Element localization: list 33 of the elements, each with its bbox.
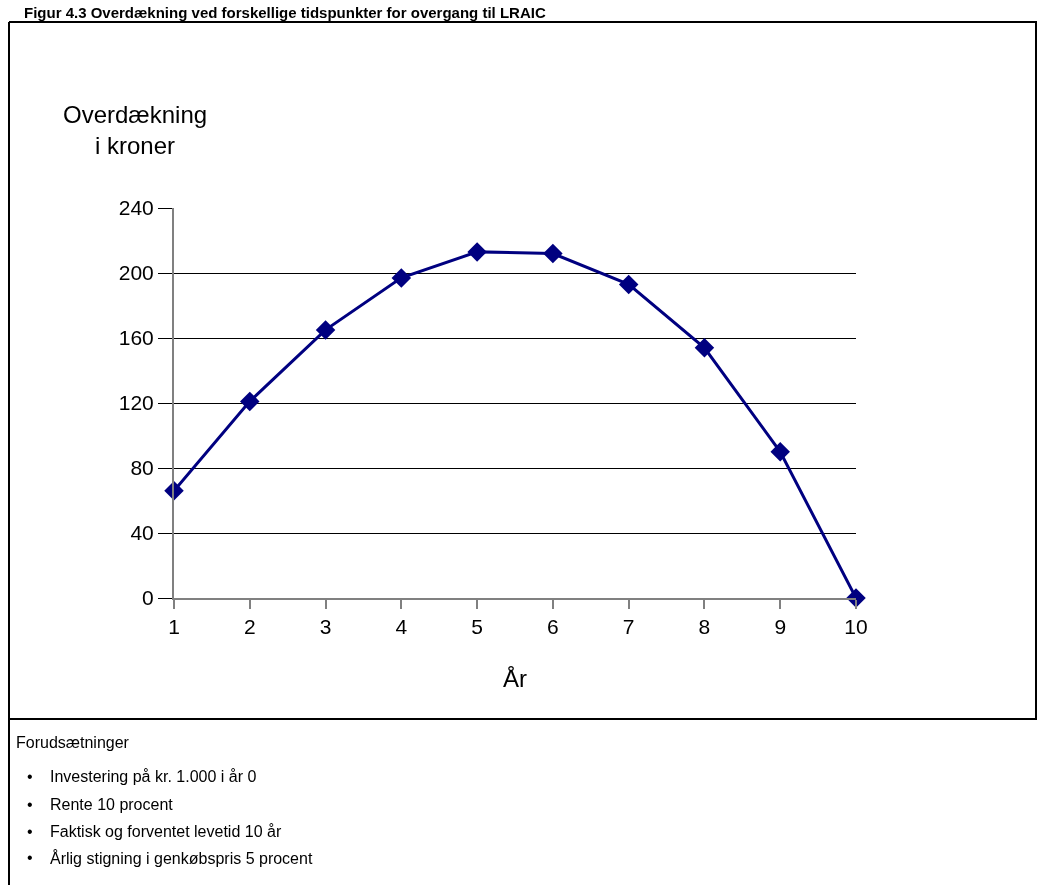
chart-title: Figur 4.3 Overdækning ved forskellige tidspunkter for overgang til LRAIC: [24, 4, 546, 21]
x-axis-title: År: [503, 665, 528, 692]
text: • Rente 10 procent: [27, 796, 174, 813]
text: • Faktisk og forventet levetid 10 år: [27, 823, 282, 840]
x-tick-label: 4: [395, 615, 408, 639]
point: [618, 274, 639, 295]
x-tick-label: 2: [243, 615, 256, 639]
point: [240, 391, 260, 412]
x-tick-label: 9: [774, 615, 787, 639]
point: [315, 320, 336, 340]
text: • Årlig stigning i genkøbspris 5 procent: [27, 849, 313, 867]
x-tick-label: 3: [319, 615, 332, 639]
x-tick-label: 1: [168, 615, 180, 639]
x-tick-label: 5: [471, 615, 483, 639]
x-tick-label: 6: [547, 615, 559, 639]
text: Forudsætninger: [16, 734, 130, 751]
x-tick-label: 8: [698, 615, 711, 639]
point: [770, 442, 790, 462]
y-tick-label: 0: [142, 586, 154, 610]
y-tick-label: 240: [118, 196, 154, 220]
point: [543, 243, 563, 264]
point: [391, 268, 412, 288]
y-tick-label: 200: [118, 261, 154, 285]
y-axis-title: Overdækning i kroner: [63, 101, 208, 160]
y-tick-label: 160: [118, 326, 154, 350]
y-tick-label: 120: [118, 391, 154, 415]
x-tick-label: 10: [844, 615, 868, 639]
point: [467, 242, 487, 262]
x-tick-label: 7: [622, 615, 635, 639]
y-tick-label: 80: [130, 456, 154, 480]
text: • Investering på kr. 1.000 i år 0: [27, 768, 257, 785]
y-tick-label: 40: [130, 521, 154, 545]
point: [694, 338, 715, 358]
